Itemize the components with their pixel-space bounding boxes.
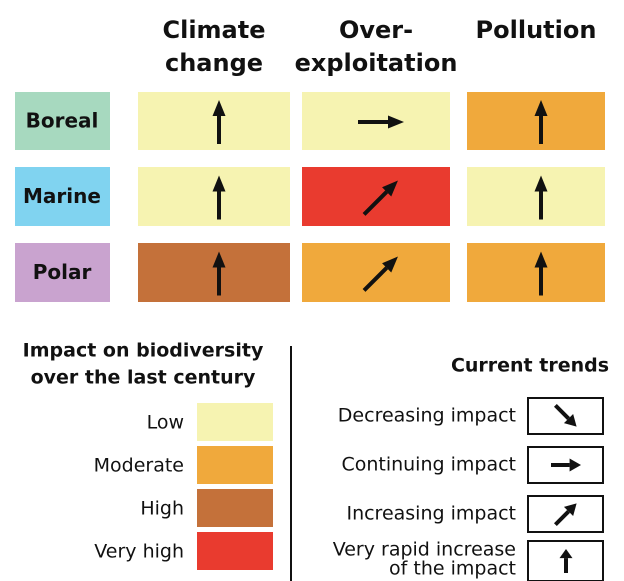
column-header: Over- — [339, 16, 413, 44]
arrow-shaft — [553, 403, 570, 420]
legend-title: Current trends — [451, 355, 609, 377]
arrow-shaft — [362, 190, 389, 216]
level-swatch — [197, 489, 273, 527]
legend-title: over the last century — [31, 367, 256, 389]
impact-cell — [302, 167, 450, 226]
row-label: Polar — [33, 260, 92, 284]
trend-label: Continuing impact — [341, 454, 516, 476]
arrow-head — [559, 549, 573, 559]
trend-box — [527, 446, 604, 484]
trend-label: Very rapid increase — [333, 539, 516, 561]
arrow-shaft — [553, 510, 570, 527]
trend-box — [527, 540, 604, 581]
arrow-head — [569, 458, 581, 472]
impact-cell — [467, 92, 605, 150]
impact-cell — [302, 243, 450, 302]
column-header: change — [165, 49, 263, 77]
arrow-head — [534, 251, 548, 268]
level-label: High — [140, 498, 184, 520]
level-label: Very high — [94, 541, 184, 563]
row-label-box — [15, 92, 110, 150]
level-swatch — [197, 446, 273, 484]
column-header: Climate — [162, 16, 265, 44]
legend-title: Impact on biodiversity — [23, 340, 264, 362]
arrow-head — [382, 180, 398, 197]
arrow-head — [388, 115, 404, 129]
arrow-head — [212, 100, 226, 116]
level-swatch — [197, 532, 273, 570]
arrow-head — [534, 175, 548, 192]
arrow-shaft — [362, 266, 389, 292]
trend-label: Decreasing impact — [338, 405, 516, 427]
arrow-head — [563, 503, 577, 517]
arrow-head — [212, 175, 226, 192]
level-label: Low — [147, 412, 184, 434]
column-header: exploitation — [295, 49, 458, 77]
row-label-box — [15, 167, 110, 226]
impact-cell — [138, 167, 290, 226]
impact-cell — [467, 167, 605, 226]
impact-cell — [138, 92, 290, 150]
arrow-head — [563, 413, 577, 427]
impact-cell — [138, 243, 290, 302]
arrow-head — [534, 100, 548, 116]
impact-cell — [467, 243, 605, 302]
row-label: Marine — [23, 184, 101, 208]
trend-label: of the impact — [389, 558, 516, 580]
arrow-head — [212, 251, 226, 268]
arrow-head — [382, 256, 398, 273]
column-header: Pollution — [476, 16, 597, 44]
level-label: Moderate — [94, 455, 184, 477]
level-swatch — [197, 403, 273, 441]
trend-box — [527, 397, 604, 435]
trend-label: Increasing impact — [346, 503, 516, 525]
row-label: Boreal — [26, 109, 99, 133]
row-label-box — [15, 243, 110, 302]
